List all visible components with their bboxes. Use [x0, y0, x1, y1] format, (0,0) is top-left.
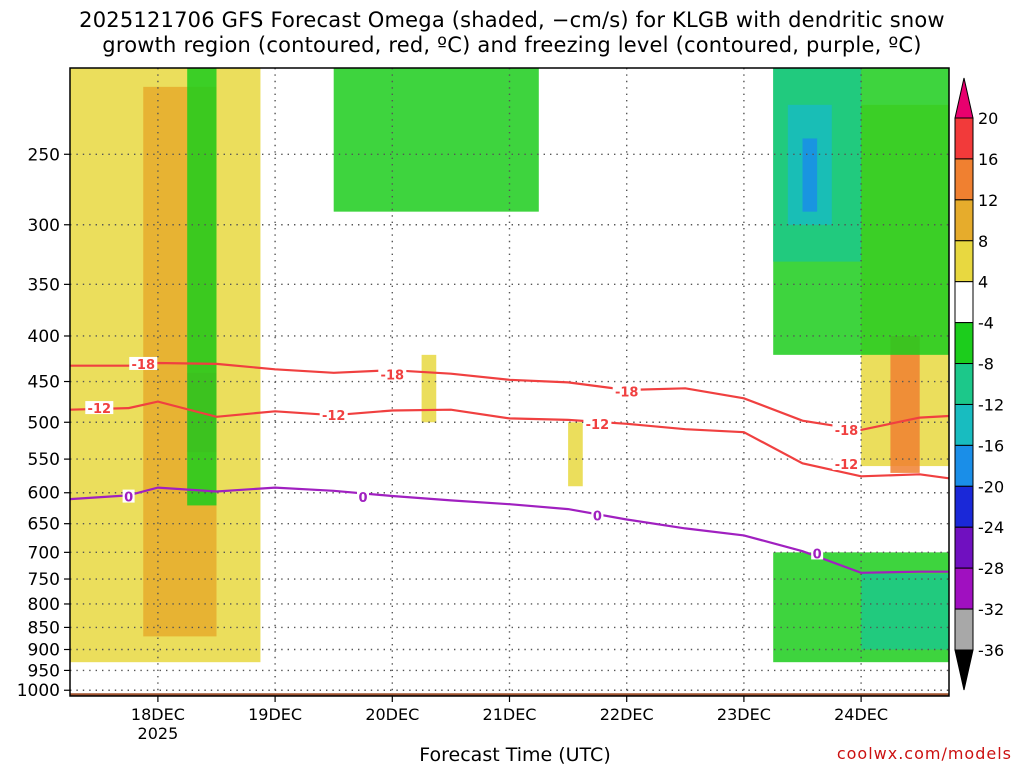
colorbar-segment [954, 281, 974, 324]
y-tick-label: 650 [28, 515, 60, 535]
ground-strip [70, 693, 949, 696]
colorbar-segment [954, 158, 974, 201]
chart-title-line-1: 2025121706 GFS Forecast Omega (shaded, −… [79, 8, 945, 32]
omega-region [568, 422, 583, 487]
contour-label: -18 [381, 369, 405, 384]
colorbar-segment [954, 199, 974, 242]
omega-region [333, 68, 539, 212]
y-tick-label: 500 [28, 413, 60, 433]
contour-label-bg [85, 401, 114, 415]
y-tick-label: 900 [28, 641, 60, 661]
colorbar-segment [954, 485, 974, 528]
y-tick-label: 350 [28, 275, 60, 295]
x-year-label: 2025 [138, 724, 179, 743]
colorbar-segment [954, 240, 974, 283]
y-tick-label: 1000 [17, 681, 60, 701]
colorbar-label: 8 [978, 232, 988, 251]
colorbar-segment [954, 403, 974, 446]
contour-label-bg [832, 456, 861, 470]
x-tick-label: 20DEC [365, 705, 419, 724]
omega-region [890, 335, 920, 473]
colorbar-label: 16 [978, 150, 998, 169]
contour-label: -12 [322, 409, 346, 424]
y-tick-label: 800 [28, 595, 60, 615]
y-tick-label: 400 [28, 327, 60, 347]
pressure-axis: 250 300 350 400 450 500 550 600 650 700 750 800 850 9… [17, 145, 70, 701]
colorbar-label: 20 [978, 109, 998, 128]
colorbar-label: -28 [978, 559, 1004, 578]
omega-region [802, 138, 818, 212]
y-tick-label: 450 [28, 373, 60, 393]
colorbar-label: -24 [978, 518, 1004, 537]
contour-label: -18 [132, 358, 156, 373]
y-tick-label: 300 [28, 216, 60, 236]
contour-label: -18 [835, 424, 859, 439]
colorbar-segment [954, 608, 974, 651]
x-tick-label: 23DEC [717, 705, 771, 724]
contour-label: -18 [615, 386, 639, 401]
contour-label-bg [612, 384, 641, 398]
contour-label: -12 [835, 458, 859, 473]
contour-label: -12 [586, 418, 610, 433]
dotted-grid [70, 68, 949, 696]
colorbar: 20 16 12 8 4 -4 -8 -12 -16 -20 -24 -28 -32 -36 [954, 77, 1004, 691]
colorbar-label: 12 [978, 191, 998, 210]
colorbar-label: -12 [978, 395, 1004, 414]
contour-label-bg [811, 546, 824, 560]
contour-label-bg [129, 356, 158, 370]
contour-label-bg [583, 416, 612, 430]
omega-shading [70, 68, 949, 663]
contour-label: 0 [593, 509, 602, 524]
x-tick-label: 24DEC [834, 705, 888, 724]
colorbar-top-arrow [954, 77, 974, 119]
contour-label-bg [832, 422, 861, 436]
colorbar-segment [954, 567, 974, 610]
contour-label-bg [319, 408, 348, 422]
colorbar-bottom-arrow [954, 649, 974, 691]
contour-label: -12 [88, 402, 112, 417]
colorbar-segment [954, 117, 974, 160]
contour-label: 0 [813, 547, 822, 562]
y-tick-label: 850 [28, 618, 60, 638]
x-tick-label: 21DEC [483, 705, 537, 724]
colorbar-label: -36 [978, 641, 1004, 660]
colorbar-label: -16 [978, 436, 1004, 455]
contour-label-bg [591, 508, 604, 522]
colorbar-segment [954, 322, 974, 365]
colorbar-segment [954, 444, 974, 487]
contour-label-bg [122, 489, 135, 503]
contour-label-bg [378, 367, 407, 381]
contour-label: 0 [358, 491, 367, 506]
x-tick-label: 19DEC [248, 705, 302, 724]
y-tick-label: 550 [28, 450, 60, 470]
colorbar-label: -4 [978, 314, 994, 333]
contour-label-bg [357, 490, 369, 504]
y-tick-label: 750 [28, 570, 60, 590]
colorbar-label: -20 [978, 477, 1004, 496]
contour--18 [70, 361, 949, 432]
colorbar-label: -8 [978, 355, 994, 374]
terrain-ground [70, 693, 949, 696]
x-axis-label: Forecast Time (UTC) [419, 744, 611, 766]
colorbar-label: 4 [978, 273, 988, 292]
colorbar-label: -32 [978, 600, 1004, 619]
y-tick-label: 600 [28, 484, 60, 504]
contour-label: 0 [124, 491, 133, 506]
x-tick-label: 22DEC [600, 705, 654, 724]
colorbar-segment [954, 526, 974, 569]
omega-region [187, 68, 217, 506]
y-tick-label: 250 [28, 145, 60, 165]
omega-region [861, 573, 949, 650]
contour-labels: -18 -18 -18 -18 -12 -12 -12 -12 0 0 0 0 [85, 356, 861, 562]
contour--12 [70, 400, 949, 480]
colorbar-segment [954, 363, 974, 405]
x-tick-label: 18DEC [131, 705, 185, 724]
y-tick-label: 950 [28, 661, 60, 681]
omega-region [421, 354, 437, 423]
source-credit: coolwx.com/models [836, 744, 1012, 763]
y-tick-label: 700 [28, 543, 60, 563]
chart-title-line-2: growth region (contoured, red, ºC) and f… [102, 33, 922, 57]
